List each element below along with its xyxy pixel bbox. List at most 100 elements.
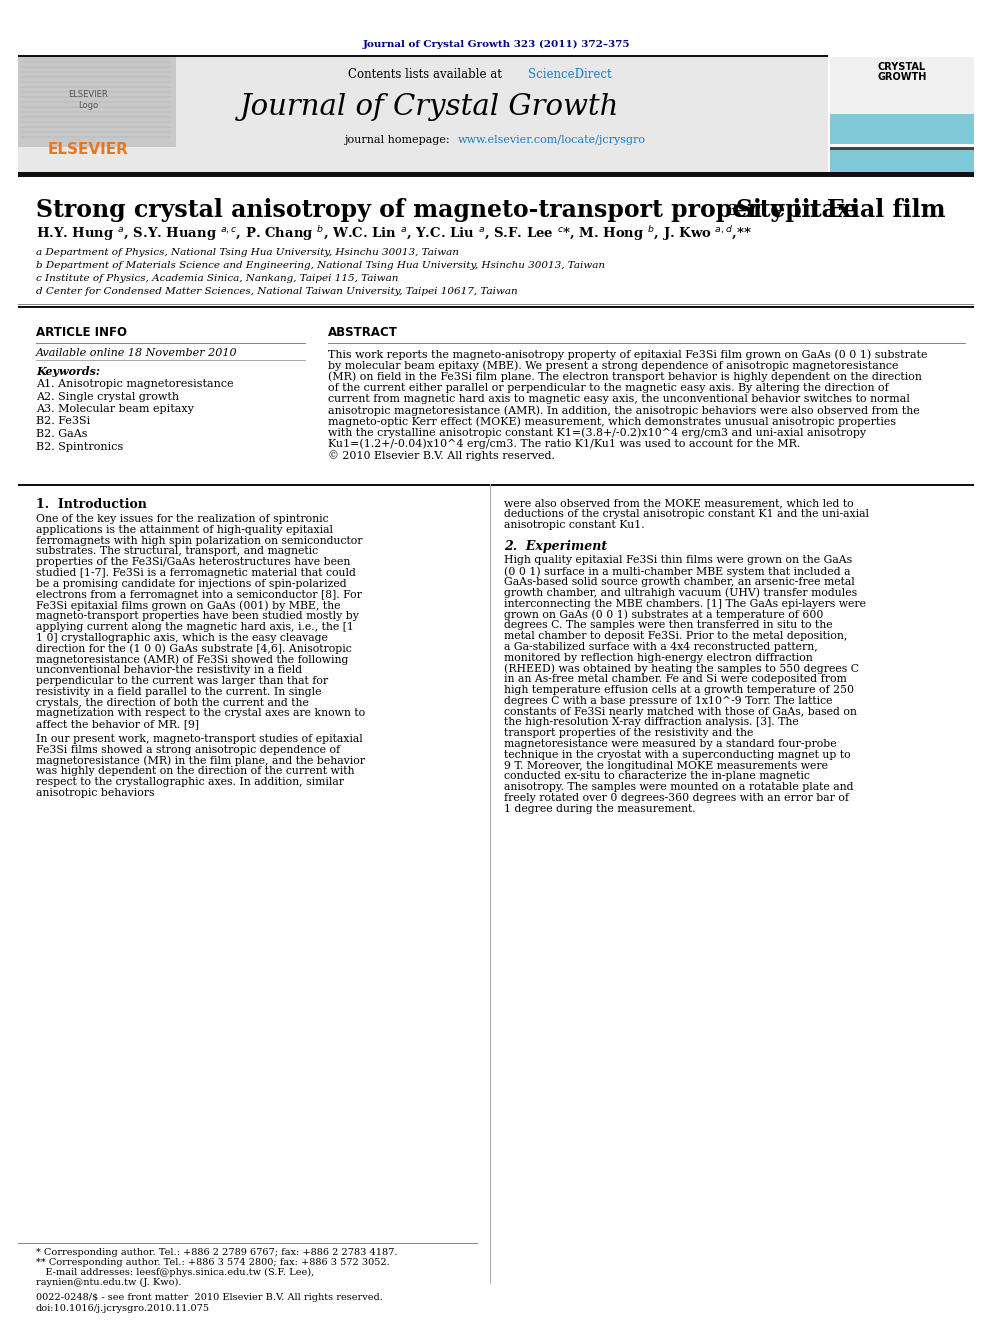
Text: magnetoresistance (MR) in the film plane, and the behavior: magnetoresistance (MR) in the film plane… xyxy=(36,755,365,766)
Text: B2. Fe3Si: B2. Fe3Si xyxy=(36,417,90,426)
Text: Journal of Crystal Growth: Journal of Crystal Growth xyxy=(240,93,620,120)
Text: magnetoresistance were measured by a standard four-probe: magnetoresistance were measured by a sta… xyxy=(504,740,836,749)
Text: growth chamber, and ultrahigh vacuum (UHV) transfer modules: growth chamber, and ultrahigh vacuum (UH… xyxy=(504,587,857,598)
Text: This work reports the magneto-anisotropy property of epitaxial Fe3Si film grown : This work reports the magneto-anisotropy… xyxy=(328,349,928,360)
Bar xyxy=(830,149,974,172)
Text: 3: 3 xyxy=(728,204,739,218)
Text: CRYSTAL: CRYSTAL xyxy=(878,62,927,71)
Text: the high-resolution X-ray diffraction analysis. [3]. The: the high-resolution X-ray diffraction an… xyxy=(504,717,799,728)
Text: respect to the crystallographic axes. In addition, similar: respect to the crystallographic axes. In… xyxy=(36,777,344,787)
Text: applications is the attainment of high-quality epitaxial: applications is the attainment of high-q… xyxy=(36,525,333,534)
Text: interconnecting the MBE chambers. [1] The GaAs epi-layers were: interconnecting the MBE chambers. [1] Th… xyxy=(504,598,866,609)
Text: freely rotated over 0 degrees-360 degrees with an error bar of: freely rotated over 0 degrees-360 degree… xyxy=(504,792,849,803)
Text: resistivity in a field parallel to the current. In single: resistivity in a field parallel to the c… xyxy=(36,687,321,697)
Text: © 2010 Elsevier B.V. All rights reserved.: © 2010 Elsevier B.V. All rights reserved… xyxy=(328,450,555,460)
Text: properties of the Fe3Si/GaAs heterostructures have been: properties of the Fe3Si/GaAs heterostruc… xyxy=(36,557,350,568)
Text: raynien@ntu.edu.tw (J. Kwo).: raynien@ntu.edu.tw (J. Kwo). xyxy=(36,1278,182,1287)
Text: GaAs-based solid source growth chamber, an arsenic-free metal: GaAs-based solid source growth chamber, … xyxy=(504,577,855,587)
Text: by molecular beam epitaxy (MBE). We present a strong dependence of anisotropic m: by molecular beam epitaxy (MBE). We pres… xyxy=(328,360,899,370)
Text: direction for the (1 0 0) GaAs substrate [4,6]. Anisotropic: direction for the (1 0 0) GaAs substrate… xyxy=(36,643,352,654)
Text: technique in the cryostat with a superconducting magnet up to: technique in the cryostat with a superco… xyxy=(504,750,850,759)
Text: Journal of Crystal Growth 323 (2011) 372–375: Journal of Crystal Growth 323 (2011) 372… xyxy=(362,40,630,49)
Text: E-mail addresses: leesf@phys.sinica.edu.tw (S.F. Lee),: E-mail addresses: leesf@phys.sinica.edu.… xyxy=(36,1267,314,1277)
Text: Si epitaxial film: Si epitaxial film xyxy=(736,198,945,222)
Text: magneto-optic Kerr effect (MOKE) measurement, which demonstrates unusual anisotr: magneto-optic Kerr effect (MOKE) measure… xyxy=(328,417,896,427)
Text: 1.  Introduction: 1. Introduction xyxy=(36,497,147,511)
Text: B2. Spintronics: B2. Spintronics xyxy=(36,442,123,451)
Text: Fe3Si epitaxial films grown on GaAs (001) by MBE, the: Fe3Si epitaxial films grown on GaAs (001… xyxy=(36,601,340,611)
Text: A1. Anisotropic magnetoresistance: A1. Anisotropic magnetoresistance xyxy=(36,378,234,389)
Text: c Institute of Physics, Academia Sinica, Nankang, Taipei 115, Taiwan: c Institute of Physics, Academia Sinica,… xyxy=(36,274,399,283)
Text: (0 0 1) surface in a multi-chamber MBE system that included a: (0 0 1) surface in a multi-chamber MBE s… xyxy=(504,566,850,577)
Text: 9 T. Moreover, the longitudinal MOKE measurements were: 9 T. Moreover, the longitudinal MOKE mea… xyxy=(504,761,828,770)
Text: anisotropic behaviors: anisotropic behaviors xyxy=(36,789,155,798)
Text: with the crystalline anisotropic constant K1=(3.8+/-0.2)x10^4 erg/cm3 and uni-ax: with the crystalline anisotropic constan… xyxy=(328,427,866,438)
Text: (RHEED) was obtained by heating the samples to 550 degrees C: (RHEED) was obtained by heating the samp… xyxy=(504,663,859,673)
Text: electrons from a ferromagnet into a semiconductor [8]. For: electrons from a ferromagnet into a semi… xyxy=(36,590,362,599)
Text: A2. Single crystal growth: A2. Single crystal growth xyxy=(36,392,180,401)
Text: anisotropic constant Ku1.: anisotropic constant Ku1. xyxy=(504,520,645,529)
Text: deductions of the crystal anisotropic constant K1 and the uni-axial: deductions of the crystal anisotropic co… xyxy=(504,509,869,519)
Bar xyxy=(830,114,974,144)
Bar xyxy=(18,57,176,147)
Text: grown on GaAs (0 0 1) substrates at a temperature of 600: grown on GaAs (0 0 1) substrates at a te… xyxy=(504,610,823,620)
Text: www.elsevier.com/locate/jcrysgro: www.elsevier.com/locate/jcrysgro xyxy=(458,135,646,146)
Bar xyxy=(18,57,828,172)
Text: GROWTH: GROWTH xyxy=(877,71,927,82)
Text: in an As-free metal chamber. Fe and Si were codeposited from: in an As-free metal chamber. Fe and Si w… xyxy=(504,675,847,684)
Text: In our present work, magneto-transport studies of epitaxial: In our present work, magneto-transport s… xyxy=(36,734,363,744)
Text: 2.  Experiment: 2. Experiment xyxy=(504,540,607,553)
Text: ABSTRACT: ABSTRACT xyxy=(328,325,398,339)
Text: perpendicular to the current was larger than that for: perpendicular to the current was larger … xyxy=(36,676,328,687)
Text: degrees C with a base pressure of 1x10^-9 Torr. The lattice: degrees C with a base pressure of 1x10^-… xyxy=(504,696,832,705)
Bar xyxy=(830,57,974,114)
Text: A3. Molecular beam epitaxy: A3. Molecular beam epitaxy xyxy=(36,404,193,414)
Text: conducted ex-situ to characterize the in-plane magnetic: conducted ex-situ to characterize the in… xyxy=(504,771,809,782)
Text: journal homepage:: journal homepage: xyxy=(344,135,453,146)
Text: ** Corresponding author. Tel.: +886 3 574 2800; fax: +886 3 572 3052.: ** Corresponding author. Tel.: +886 3 57… xyxy=(36,1258,390,1267)
Text: constants of Fe3Si nearly matched with those of GaAs, based on: constants of Fe3Si nearly matched with t… xyxy=(504,706,857,717)
Text: high temperature effusion cells at a growth temperature of 250: high temperature effusion cells at a gro… xyxy=(504,685,854,695)
Text: of the current either parallel or perpendicular to the magnetic easy axis. By al: of the current either parallel or perpen… xyxy=(328,382,889,393)
Text: unconventional behavior-the resistivity in a field: unconventional behavior-the resistivity … xyxy=(36,665,303,675)
Text: B2. GaAs: B2. GaAs xyxy=(36,429,87,439)
Text: ARTICLE INFO: ARTICLE INFO xyxy=(36,325,127,339)
Text: * Corresponding author. Tel.: +886 2 2789 6767; fax: +886 2 2783 4187.: * Corresponding author. Tel.: +886 2 278… xyxy=(36,1248,398,1257)
Text: studied [1-7]. Fe3Si is a ferromagnetic material that could: studied [1-7]. Fe3Si is a ferromagnetic … xyxy=(36,568,356,578)
Text: transport properties of the resistivity and the: transport properties of the resistivity … xyxy=(504,728,753,738)
Text: substrates. The structural, transport, and magnetic: substrates. The structural, transport, a… xyxy=(36,546,318,557)
Bar xyxy=(18,56,828,57)
Text: a Ga-stabilized surface with a 4x4 reconstructed pattern,: a Ga-stabilized surface with a 4x4 recon… xyxy=(504,642,817,652)
Bar xyxy=(18,484,974,486)
Text: anisotropic magnetoresistance (AMR). In addition, the anisotropic behaviors were: anisotropic magnetoresistance (AMR). In … xyxy=(328,405,920,415)
Bar xyxy=(18,306,974,308)
Text: (MR) on field in the Fe3Si film plane. The electron transport behavior is highly: (MR) on field in the Fe3Si film plane. T… xyxy=(328,372,922,382)
Text: ScienceDirect: ScienceDirect xyxy=(528,67,612,81)
Text: anisotropy. The samples were mounted on a rotatable plate and: anisotropy. The samples were mounted on … xyxy=(504,782,853,792)
Bar xyxy=(830,147,974,149)
Text: be a promising candidate for injections of spin-polarized: be a promising candidate for injections … xyxy=(36,578,346,589)
Text: was highly dependent on the direction of the current with: was highly dependent on the direction of… xyxy=(36,766,354,777)
Text: Fe3Si films showed a strong anisotropic dependence of: Fe3Si films showed a strong anisotropic … xyxy=(36,745,340,755)
Text: d Center for Condensed Matter Sciences, National Taiwan University, Taipei 10617: d Center for Condensed Matter Sciences, … xyxy=(36,287,518,296)
Text: degrees C. The samples were then transferred in situ to the: degrees C. The samples were then transfe… xyxy=(504,620,832,630)
Text: magnetoresistance (AMR) of Fe3Si showed the following: magnetoresistance (AMR) of Fe3Si showed … xyxy=(36,655,348,665)
Text: monitored by reflection high-energy electron diffraction: monitored by reflection high-energy elec… xyxy=(504,652,812,663)
Text: applying current along the magnetic hard axis, i.e., the [1: applying current along the magnetic hard… xyxy=(36,622,354,632)
Text: High quality epitaxial Fe3Si thin films were grown on the GaAs: High quality epitaxial Fe3Si thin films … xyxy=(504,556,852,565)
Text: Contents lists available at: Contents lists available at xyxy=(348,67,506,81)
Text: Ku1=(1.2+/-0.04)x10^4 erg/cm3. The ratio K1/Ku1 was used to account for the MR.: Ku1=(1.2+/-0.04)x10^4 erg/cm3. The ratio… xyxy=(328,439,801,450)
Text: current from magnetic hard axis to magnetic easy axis, the unconventional behavi: current from magnetic hard axis to magne… xyxy=(328,394,910,404)
Text: magnetization with respect to the crystal axes are known to: magnetization with respect to the crysta… xyxy=(36,708,365,718)
Text: affect the behavior of MR. [9]: affect the behavior of MR. [9] xyxy=(36,720,199,729)
Text: magneto-transport properties have been studied mostly by: magneto-transport properties have been s… xyxy=(36,611,359,622)
Text: H.Y. Hung $^{a}$, S.Y. Huang $^{a,c}$, P. Chang $^{b}$, W.C. Lin $^{a}$, Y.C. Li: H.Y. Hung $^{a}$, S.Y. Huang $^{a,c}$, P… xyxy=(36,224,752,243)
Text: ferromagnets with high spin polarization on semiconductor: ferromagnets with high spin polarization… xyxy=(36,536,362,545)
Text: ELSEVIER
Logo: ELSEVIER Logo xyxy=(68,90,108,110)
Text: Strong crystal anisotropy of magneto-transport property in Fe: Strong crystal anisotropy of magneto-tra… xyxy=(36,198,857,222)
Text: crystals, the direction of both the current and the: crystals, the direction of both the curr… xyxy=(36,697,309,708)
Text: Keywords:: Keywords: xyxy=(36,366,100,377)
Text: Available online 18 November 2010: Available online 18 November 2010 xyxy=(36,348,238,359)
Text: 0022-0248/$ - see front matter  2010 Elsevier B.V. All rights reserved.: 0022-0248/$ - see front matter 2010 Else… xyxy=(36,1293,383,1302)
Text: were also observed from the MOKE measurement, which led to: were also observed from the MOKE measure… xyxy=(504,497,854,508)
